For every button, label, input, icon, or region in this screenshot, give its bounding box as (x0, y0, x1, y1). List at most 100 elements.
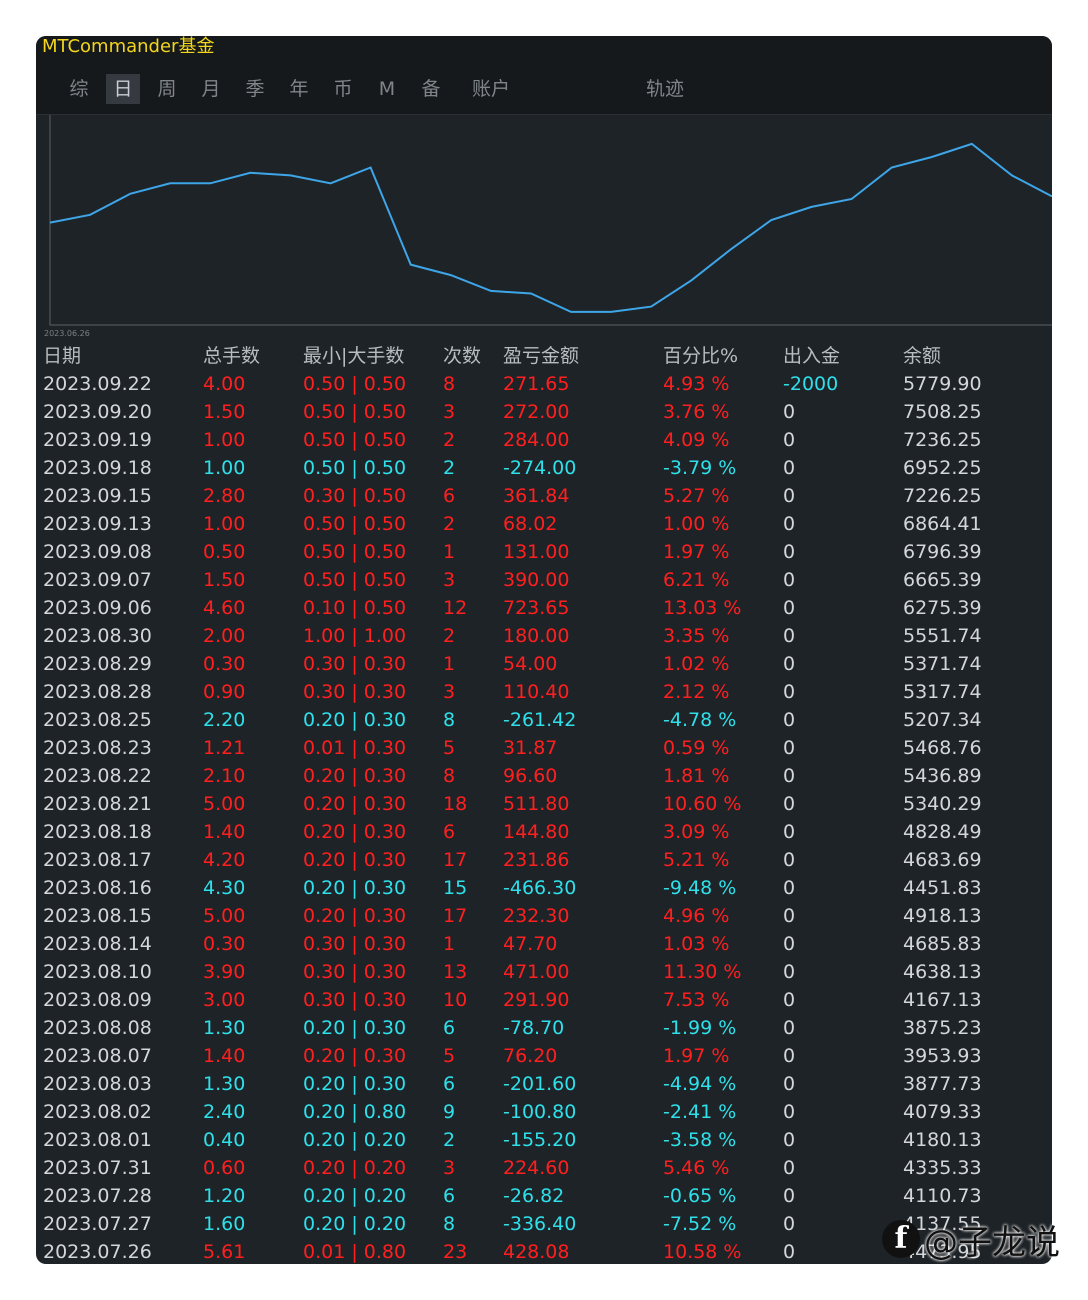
cell-balance: 7236.25 (903, 429, 982, 451)
table-row[interactable]: 2023.08.10 3.90 0.30 | 0.30 13 471.00 11.30 %… (36, 958, 1052, 986)
cell-pct: 4.96 % (663, 905, 730, 927)
table-row[interactable]: 2023.08.30 2.00 1.00 | 1.00 2 180.00 3.35 % 0 5… (36, 622, 1052, 650)
table-row[interactable]: 2023.09.22 4.00 0.50 | 0.50 8 271.65 4.93 % -2… (36, 370, 1052, 398)
title-bar: MTCommander基金 (36, 36, 1052, 60)
table-row[interactable]: 2023.09.06 4.60 0.10 | 0.50 12 723.65 13.03 %… (36, 594, 1052, 622)
table-row[interactable]: 2023.08.17 4.20 0.20 | 0.30 17 231.86 5.21 % 0… (36, 846, 1052, 874)
column-header-7[interactable]: 余额 (903, 345, 942, 367)
x-start-label: 2023.06.26 (44, 329, 90, 338)
table-row[interactable]: 2023.08.28 0.90 0.30 | 0.30 3 110.40 2.12 % 0 5… (36, 678, 1052, 706)
table-row[interactable]: 2023.08.29 0.30 0.30 | 0.30 1 54.00 1.02 % 0 53… (36, 650, 1052, 678)
table-row[interactable]: 2023.08.03 1.30 0.20 | 0.30 6 -201.60 -4.94 %… (36, 1070, 1052, 1098)
table-row[interactable]: 2023.08.21 5.00 0.20 | 0.30 18 511.80 10.60 %… (36, 790, 1052, 818)
tab-3[interactable]: 月 (201, 78, 221, 100)
cell-lots: 0.30 (203, 933, 246, 955)
table-row[interactable]: 2023.08.18 1.40 0.20 | 0.30 6 144.80 3.09 % 0 4… (36, 818, 1052, 846)
cell-flow: 0 (783, 1185, 796, 1207)
table-row[interactable]: 2023.07.31 0.60 0.20 | 0.20 3 224.60 5.46 % 0 4… (36, 1154, 1052, 1182)
cell-lots: 3.90 (203, 961, 246, 983)
table-row[interactable]: 2023.08.15 5.00 0.20 | 0.30 17 232.30 4.96 % 0… (36, 902, 1052, 930)
cell-balance: 5371.74 (903, 653, 982, 675)
table-row[interactable]: 2023.08.16 4.30 0.20 | 0.30 15 -466.30 -9.48 … (36, 874, 1052, 902)
table-row[interactable]: 2023.08.01 0.40 0.20 | 0.20 2 -155.20 -3.58 %… (36, 1126, 1052, 1154)
tab-5[interactable]: 年 (289, 78, 309, 100)
tab-1[interactable]: 日 (106, 74, 140, 104)
tab-4[interactable]: 季 (245, 78, 265, 100)
cell-balance: 5779.90 (903, 373, 982, 395)
table-row[interactable]: 2023.08.25 2.20 0.20 | 0.30 8 -261.42 -4.78 %… (36, 706, 1052, 734)
tab-6[interactable]: 币 (333, 78, 353, 100)
cell-date: 2023.08.18 (43, 821, 152, 843)
cell-flow: 0 (783, 765, 796, 787)
cell-pct: 1.00 % (663, 513, 730, 535)
table-row[interactable]: 2023.08.07 1.40 0.20 | 0.30 5 76.20 1.97 % 0 39… (36, 1042, 1052, 1070)
cell-pnl: 224.60 (503, 1157, 570, 1179)
table-row[interactable]: 2023.08.02 2.40 0.20 | 0.80 9 -100.80 -2.41 %… (36, 1098, 1052, 1126)
table-row[interactable]: 2023.09.18 1.00 0.50 | 0.50 2 -274.00 -3.79 %… (36, 454, 1052, 482)
table-row[interactable]: 2023.09.13 1.00 0.50 | 0.50 2 68.02 1.00 % 0 68… (36, 510, 1052, 538)
table-row[interactable]: 2023.09.07 1.50 0.50 | 0.50 3 390.00 6.21 % 0 6… (36, 566, 1052, 594)
cell-pct: 1.81 % (663, 765, 730, 787)
cell-pct: 10.58 % (663, 1241, 742, 1263)
tab-2[interactable]: 周 (157, 78, 177, 100)
cell-balance: 4180.13 (903, 1129, 982, 1151)
cell-date: 2023.08.09 (43, 989, 152, 1011)
column-header-4[interactable]: 盈亏金额 (503, 345, 580, 367)
tab-7[interactable]: M (378, 78, 396, 100)
cell-count: 3 (443, 681, 456, 703)
cell-balance: 4473.95 (903, 1241, 982, 1263)
cell-minmax: 0.20 | 0.20 (303, 1129, 407, 1151)
table-row[interactable]: 2023.07.27 1.60 0.20 | 0.20 8 -336.40 -7.52 %… (36, 1210, 1052, 1238)
tab-9[interactable]: 账户 (471, 78, 510, 100)
cell-lots: 4.60 (203, 597, 246, 619)
cell-pct: 11.30 % (663, 961, 742, 983)
cell-pnl: -26.82 (503, 1185, 565, 1207)
column-header-3[interactable]: 次数 (443, 345, 482, 367)
table-row[interactable]: 2023.09.19 1.00 0.50 | 0.50 2 284.00 4.09 % 0 7… (36, 426, 1052, 454)
cell-date: 2023.09.07 (43, 569, 152, 591)
cell-pnl: 272.00 (503, 401, 570, 423)
cell-date: 2023.08.10 (43, 961, 152, 983)
tab-0[interactable]: 综 (69, 78, 89, 100)
cell-balance: 4110.73 (903, 1185, 982, 1207)
cell-count: 12 (443, 597, 468, 619)
table-row[interactable]: 2023.09.15 2.80 0.30 | 0.50 6 361.84 5.27 % 0 7… (36, 482, 1052, 510)
column-header-5[interactable]: 百分比% (663, 345, 739, 367)
daily-report-table: 日期 总手数 最小|大手数 次数 盈亏金额 百分比% 出入金 余额 2023.09.22 4.0… (36, 342, 1052, 1264)
cell-count: 6 (443, 1073, 456, 1095)
cell-date: 2023.08.28 (43, 681, 152, 703)
cell-minmax: 0.30 | 0.50 (303, 485, 407, 507)
cell-minmax: 0.30 | 0.30 (303, 989, 407, 1011)
table-row[interactable]: 2023.09.08 0.50 0.50 | 0.50 1 131.00 1.97 % 0 6… (36, 538, 1052, 566)
cell-minmax: 0.20 | 0.30 (303, 709, 407, 731)
cell-pnl: -100.80 (503, 1101, 577, 1123)
table-row[interactable]: 2023.08.22 2.10 0.20 | 0.30 8 96.60 1.81 % 0 54… (36, 762, 1052, 790)
cell-pnl: 131.00 (503, 541, 570, 563)
column-header-0[interactable]: 日期 (43, 345, 82, 367)
equity-chart: 2023.06.26 (36, 115, 1052, 343)
cell-pnl: 231.86 (503, 849, 570, 871)
cell-lots: 0.50 (203, 541, 246, 563)
column-header-2[interactable]: 最小|大手数 (303, 345, 405, 367)
table-row[interactable]: 2023.09.20 1.50 0.50 | 0.50 3 272.00 3.76 % 0 7… (36, 398, 1052, 426)
column-header-1[interactable]: 总手数 (203, 345, 261, 367)
table-row[interactable]: 2023.08.09 3.00 0.30 | 0.30 10 291.90 7.53 % 0… (36, 986, 1052, 1014)
cell-count: 3 (443, 1157, 456, 1179)
table-row[interactable]: 2023.08.14 0.30 0.30 | 0.30 1 47.70 1.03 % 0 46… (36, 930, 1052, 958)
cell-pnl: 110.40 (503, 681, 570, 703)
table-row[interactable]: 2023.07.28 1.20 0.20 | 0.20 6 -26.82 -0.65 % 0… (36, 1182, 1052, 1210)
column-header-6[interactable]: 出入金 (783, 345, 841, 367)
tab-8[interactable]: 备 (421, 78, 441, 100)
table-row[interactable]: 2023.08.08 1.30 0.20 | 0.30 6 -78.70 -1.99 % 0… (36, 1014, 1052, 1042)
cell-balance: 7226.25 (903, 485, 982, 507)
cell-balance: 6796.39 (903, 541, 982, 563)
cell-lots: 1.50 (203, 401, 246, 423)
tab-10[interactable]: 轨迹 (645, 78, 684, 100)
table-row[interactable]: 2023.07.26 5.61 0.01 | 0.80 23 428.08 10.58 %… (36, 1238, 1052, 1264)
cell-minmax: 0.20 | 0.20 (303, 1213, 407, 1235)
cell-pct: 1.97 % (663, 541, 730, 563)
cell-balance: 5340.29 (903, 793, 982, 815)
watermark-text: @子龙说 (924, 1222, 1060, 1263)
table-row[interactable]: 2023.08.23 1.21 0.01 | 0.30 5 31.87 0.59 % 0 54… (36, 734, 1052, 762)
cell-pct: 3.09 % (663, 821, 730, 843)
